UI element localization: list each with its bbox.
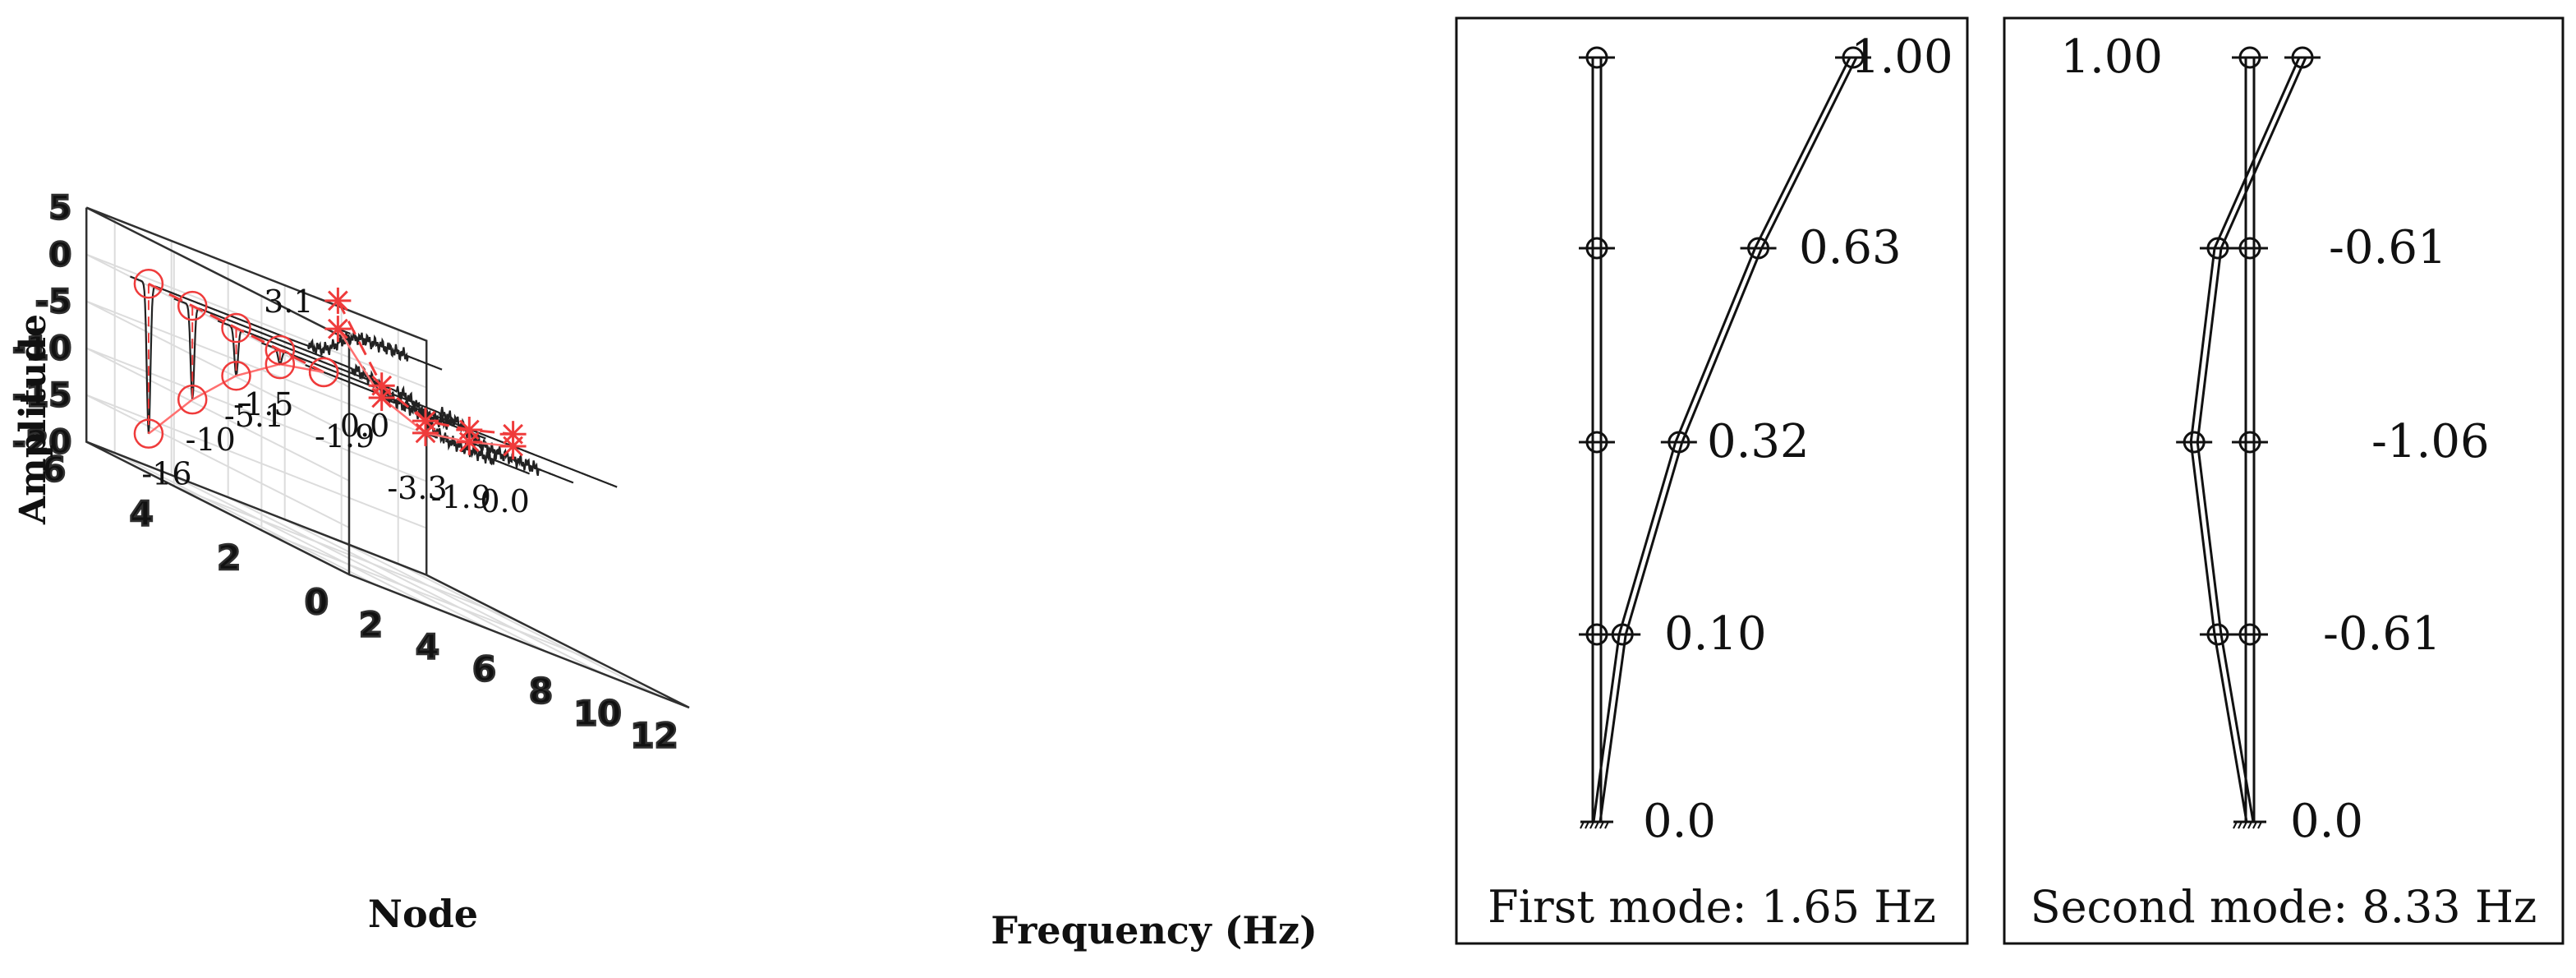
first-peak-top-marker [221, 312, 251, 344]
first-peak-value-label: -10 [186, 422, 236, 458]
box-edge [348, 573, 690, 709]
second-peak-series: 3.1-1.9-3.3-1.90.0 [264, 284, 530, 519]
second-peak-marker [371, 387, 393, 408]
second-peak-top-marker [328, 290, 348, 311]
second-mode-value-labels: 1.00 -0.61 -1.06 -0.61 0.0 [2060, 30, 2489, 848]
mode-value-label: 0.63 [1799, 221, 1902, 274]
first-peak-series: -16-10-5.1-1.5 0.0 [133, 269, 389, 492]
mode-value-label: 0.0 [2290, 795, 2363, 848]
mean-dashed-line [425, 431, 508, 466]
second-peak-marker [458, 431, 480, 453]
amplitude-tick-label: -5 [35, 284, 71, 321]
second-mode-frame [2003, 16, 2564, 945]
amplitude-axis-label: Amplitude [12, 314, 54, 525]
grid-line [398, 563, 661, 698]
mean-dashed-line [468, 441, 551, 475]
first-peak-value-label: 0.0 [340, 408, 389, 444]
node-axis-label: Node [368, 892, 478, 936]
second-peak-value-label: 3.1 [264, 284, 313, 320]
second-peak-value-label: 0.0 [480, 483, 529, 519]
first-peak-top-marker [177, 290, 208, 321]
node-tick-label: 4 [130, 493, 154, 533]
second-peak-value-label: -1.9 [431, 479, 491, 515]
amplitude-tick-label: -20 [12, 424, 71, 462]
second-peak-marker [503, 436, 523, 457]
grid-line [114, 452, 378, 587]
frequency-axis-label: Frequency (Hz) [991, 908, 1318, 953]
amplitude-tick-label: -15 [12, 377, 71, 415]
spectrum-line [305, 364, 618, 488]
frequency-tick-label: 2 [359, 605, 383, 645]
fixed-base-hatch [1594, 821, 1599, 829]
first-peak-marker [177, 384, 208, 415]
grid-line [171, 474, 435, 609]
second-mode-panel: 1.00 -0.61 -1.06 -0.61 0.0 Second mode: 8.33… [2003, 16, 2564, 945]
node-tick-label: 0 [305, 582, 329, 622]
first-mode-frame [1455, 16, 1969, 945]
amplitude-tick-label: 0 [48, 237, 71, 274]
mode-value-label: 0.0 [1643, 795, 1716, 848]
first-peak-value-label: -1.5 [233, 386, 293, 422]
second-mode-title: Second mode: 8.33 Hz [2031, 881, 2537, 933]
mode-value-label: 0.10 [1664, 607, 1767, 661]
first-peak-top-marker [264, 334, 296, 366]
fixed-base-hatch [2238, 821, 2242, 829]
grid-line [173, 485, 515, 620]
first-peak-marker [308, 357, 339, 388]
box-edge [85, 441, 427, 576]
box-edge [85, 206, 428, 575]
first-peak-value-label: -5.1 [224, 398, 284, 434]
first-mode-shape [1579, 46, 1871, 829]
first-mode-value-labels: 1.00 0.63 0.32 0.10 0.0 [1643, 30, 1953, 848]
mode-value-label: -0.61 [2329, 221, 2447, 274]
grid-line [341, 541, 605, 676]
fixed-base-hatch [1599, 821, 1604, 829]
grid-line [284, 519, 548, 653]
box-edge [85, 207, 351, 577]
second-peak-value-label: -3.3 [387, 470, 447, 506]
frequency-tick-label: 12 [630, 716, 678, 756]
first-peak-marker [133, 418, 164, 449]
fixed-base-hatch [2233, 821, 2238, 829]
amplitude-tick-label: -10 [12, 330, 71, 368]
second-peak-marker [415, 422, 436, 444]
first-peak-marker [264, 348, 296, 380]
fixed-base-hatch [1589, 821, 1594, 829]
amplitude-tick-label: 5 [48, 190, 71, 228]
mode-value-label: -1.06 [2371, 415, 2490, 468]
mode-value-label: 1.00 [2060, 30, 2163, 84]
node-tick-label: 2 [217, 537, 241, 578]
fixed-base-hatch [1580, 821, 1585, 829]
second-peak-marker [328, 318, 348, 339]
mean-dashed-line [337, 328, 420, 362]
mode-value-label: 0.32 [1707, 415, 1810, 468]
frequency-tick-label: 10 [573, 694, 621, 734]
frequency-tick-label: 4 [416, 627, 439, 667]
grid-line [261, 529, 602, 665]
fixed-base-hatch [2242, 821, 2247, 829]
fixed-base-hatch [1585, 821, 1589, 829]
second-mode-shape [2176, 46, 2321, 829]
fixed-base-hatch [2257, 821, 2262, 829]
fixed-base-hatch [2247, 821, 2252, 829]
fixed-base-hatch [2252, 821, 2257, 829]
first-peak-marker [221, 360, 251, 391]
frequency-tick-label: 8 [529, 671, 553, 712]
first-peak-value-label: -16 [141, 456, 191, 492]
grid-line [228, 496, 491, 631]
node-tick-label: 6 [42, 450, 66, 490]
mode-value-label: 1.00 [1851, 30, 1953, 84]
mode-value-label: -0.61 [2323, 607, 2441, 661]
first-mode-title: First mode: 1.65 Hz [1488, 881, 1936, 933]
fixed-base-hatch [1604, 821, 1609, 829]
frequency-tick-label: 6 [472, 649, 496, 690]
second-peak-value-label: -1.9 [315, 418, 375, 454]
first-peak-top-marker [133, 269, 164, 299]
first-mode-panel: 1.00 0.63 0.32 0.10 0.0 First mode: 1.65 Hz [1455, 16, 1969, 945]
